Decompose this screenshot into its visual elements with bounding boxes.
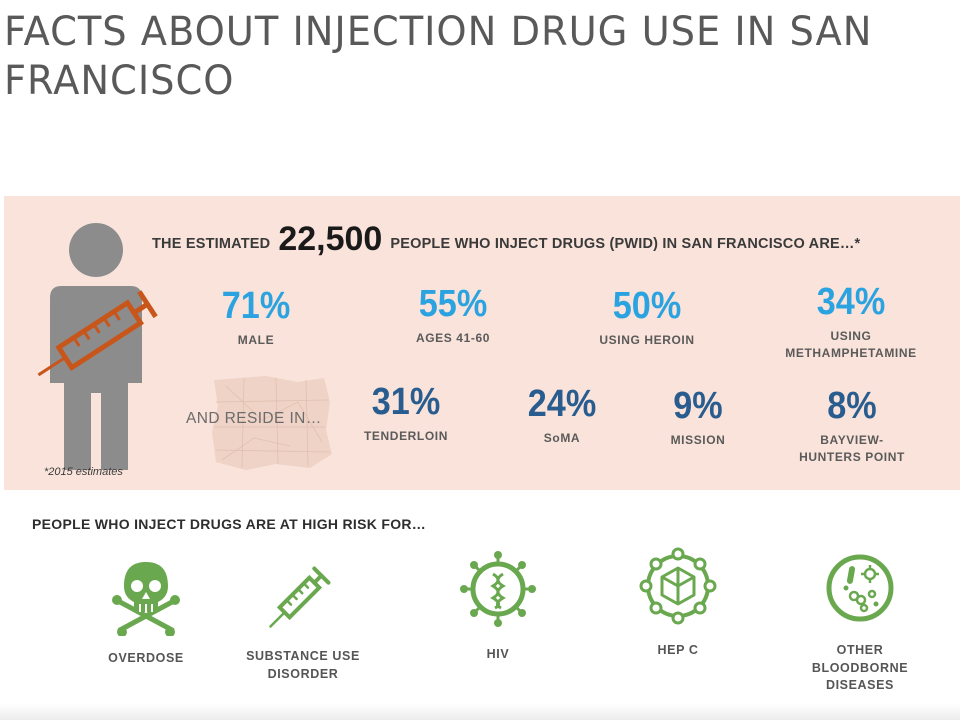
stat-methamphetamine: 34% USING METHAMPHETAMINE bbox=[776, 282, 926, 362]
footnote: *2015 estimates bbox=[44, 466, 123, 478]
risk-other-bloodborne-diseases: OTHER BLOODBORNE DISEASES bbox=[790, 548, 930, 695]
risk-hep-c: HEP C bbox=[618, 546, 738, 660]
stat-label: MISSION bbox=[670, 433, 726, 447]
stat-label: BAYVIEW- HUNTERS POINT bbox=[799, 433, 905, 464]
bottom-edge bbox=[0, 704, 960, 720]
stat-ages: 55% AGES 41-60 bbox=[393, 284, 513, 347]
risk-label: OVERDOSE bbox=[108, 651, 184, 665]
stat-label: USING HEROIN bbox=[599, 333, 695, 347]
reside-label: AND RESIDE IN… bbox=[186, 410, 322, 427]
stat-label: MALE bbox=[237, 333, 275, 347]
stat-mission: 9% MISSION bbox=[638, 386, 758, 449]
risk-label: HIV bbox=[486, 647, 510, 661]
headline: THE ESTIMATED 22,500 PEOPLE WHO INJECT DRU… bbox=[152, 218, 960, 262]
infographic-panel bbox=[4, 196, 960, 490]
stat-tenderloin: 31% TENDERLOIN bbox=[346, 382, 466, 445]
risk-label: SUBSTANCE USE DISORDER bbox=[246, 649, 360, 681]
slide-title: FACTS ABOUT INJECTION DRUG USE IN SAN FR… bbox=[4, 9, 873, 104]
stat-value: 50% bbox=[612, 285, 682, 327]
headline-suffix: PEOPLE WHO INJECT DRUGS (PWID) IN SAN FR… bbox=[390, 236, 861, 252]
risk-hiv: HIV bbox=[438, 548, 558, 664]
stat-soma: 24% SoMA bbox=[502, 384, 622, 447]
risk-heading: PEOPLE WHO INJECT DRUGS ARE AT HIGH RISK… bbox=[32, 516, 427, 532]
headline-number: 22,500 bbox=[278, 220, 383, 258]
stat-value: 34% bbox=[816, 281, 886, 323]
stat-male: 71% MALE bbox=[196, 286, 316, 349]
stat-label: TENDERLOIN bbox=[364, 429, 448, 443]
person-with-syringe-icon bbox=[37, 223, 158, 470]
stat-value: 55% bbox=[418, 283, 488, 325]
san-francisco-map-icon bbox=[212, 376, 332, 470]
stat-label: USING METHAMPHETAMINE bbox=[785, 329, 917, 360]
risk-substance-use-disorder: SUBSTANCE USE DISORDER bbox=[244, 552, 362, 683]
stat-value: 8% bbox=[827, 385, 877, 427]
stat-value: 9% bbox=[673, 385, 723, 427]
skull-crossbones-icon bbox=[112, 562, 180, 636]
stat-value: 24% bbox=[527, 383, 597, 425]
risk-overdose: OVERDOSE bbox=[86, 556, 206, 668]
stat-label: SoMA bbox=[543, 431, 581, 445]
stat-value: 31% bbox=[371, 381, 441, 423]
stat-label: AGES 41-60 bbox=[415, 331, 491, 345]
stat-value: 71% bbox=[221, 285, 291, 327]
stat-heroin: 50% USING HEROIN bbox=[582, 286, 712, 349]
hepatitis-c-virus-icon bbox=[639, 547, 717, 625]
stat-bayview-hunters-point: 8% BAYVIEW- HUNTERS POINT bbox=[782, 386, 922, 466]
bacteria-petri-dish-icon bbox=[826, 554, 894, 622]
risk-label: HEP C bbox=[657, 643, 699, 657]
risk-label: OTHER BLOODBORNE DISEASES bbox=[811, 643, 909, 692]
syringe-icon bbox=[269, 566, 331, 628]
hiv-virus-icon bbox=[460, 551, 536, 627]
headline-prefix: THE ESTIMATED bbox=[152, 236, 271, 252]
